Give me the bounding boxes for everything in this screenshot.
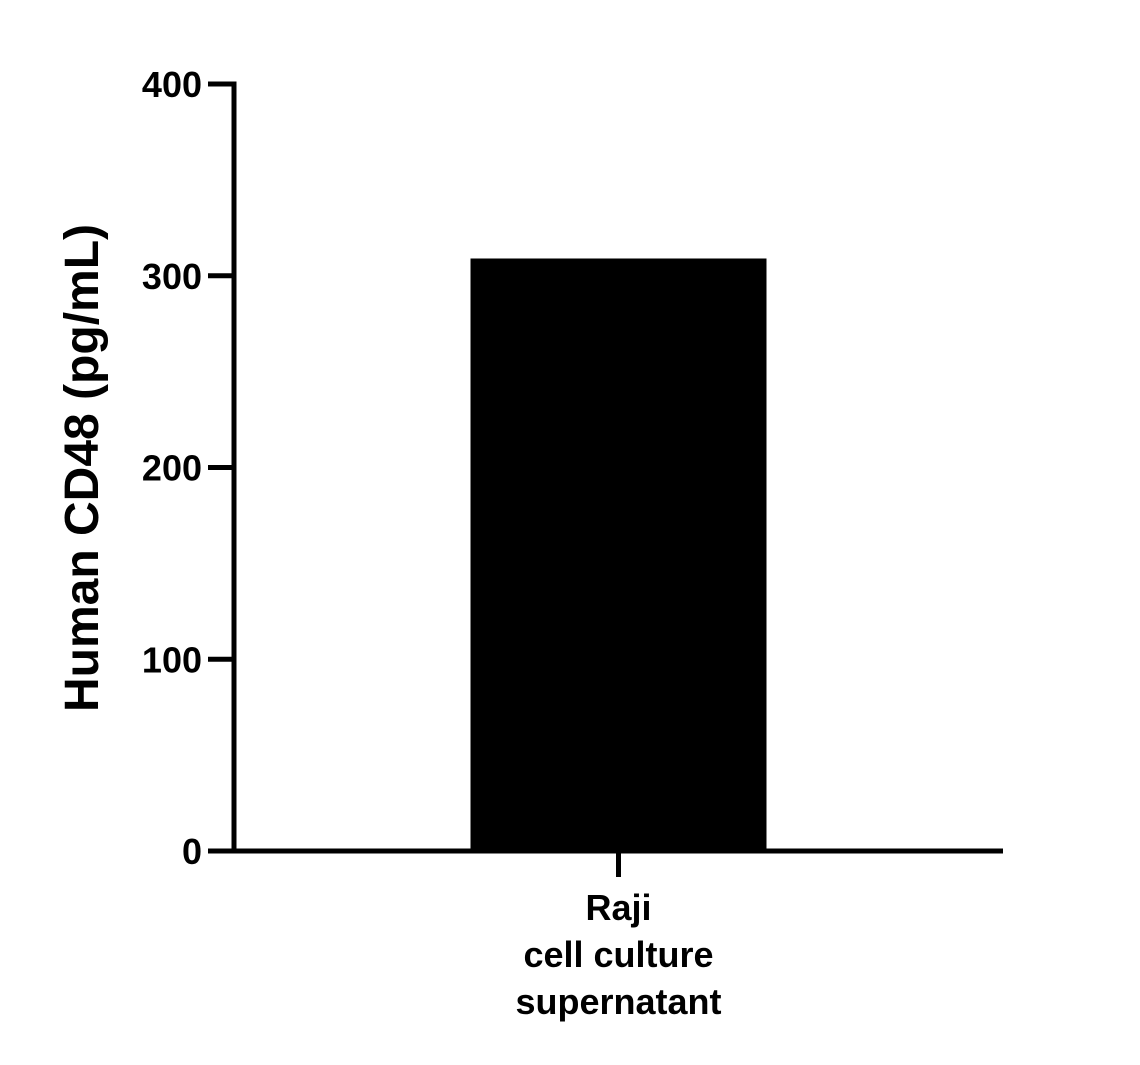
y-tick-label: 0 (182, 831, 202, 872)
y-tick-label: 100 (142, 639, 202, 680)
y-tick-label: 300 (142, 256, 202, 297)
x-tick-label-line: supernatant (515, 981, 721, 1022)
y-tick-label: 400 (142, 64, 202, 105)
x-tick-label-line: cell culture (523, 934, 713, 975)
y-axis-label: Human CD48 (pg/mL) (56, 224, 109, 712)
axes: Raji cell culture supernatant 0 100 200 300 400 (142, 64, 1003, 1022)
plot-area (470, 258, 767, 851)
x-tick-label-line: Raji (585, 887, 651, 928)
bar (470, 258, 767, 851)
y-tick-label: 200 (142, 448, 202, 489)
x-tick-label: Raji cell culture supernatant (515, 887, 721, 1022)
